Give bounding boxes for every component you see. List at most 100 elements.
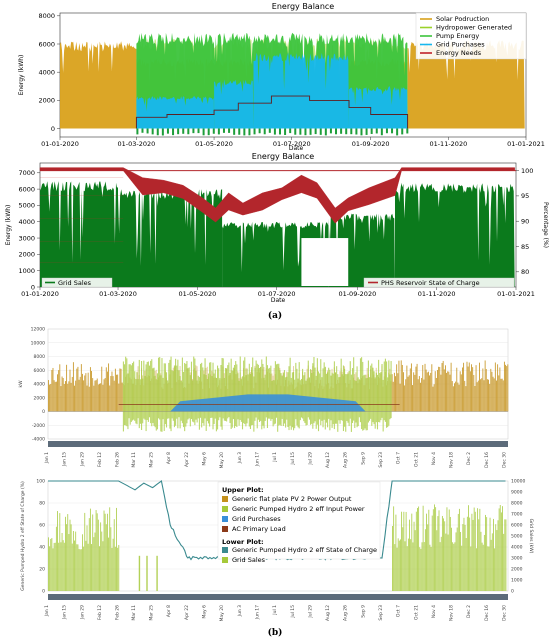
chart-3-scrollbar[interactable] <box>48 441 508 447</box>
x-tick-label: Jul 15 <box>290 605 296 619</box>
grid-sales-bar <box>426 513 427 591</box>
hydro-bar <box>177 359 179 412</box>
y-tick-label: 6000 <box>34 368 46 374</box>
hydro-bar-negative <box>178 411 180 418</box>
grid-sales-bar <box>419 547 421 591</box>
hydro-bar-negative <box>317 411 320 432</box>
grid-sales-bar <box>458 508 460 591</box>
pv-bar <box>54 381 56 412</box>
hydro-bar <box>345 374 347 412</box>
x-tick-label: Jul 1 <box>272 605 278 616</box>
hydro-bar-negative <box>379 411 381 423</box>
x-tick-label: Dec 30 <box>501 452 507 468</box>
y-tick-label: 60 <box>39 523 45 529</box>
hydro-bar <box>297 378 299 412</box>
hydro-bar-negative <box>135 411 137 424</box>
x-tick-label: Feb 12 <box>97 452 103 467</box>
chart-1-title: Energy Balance <box>272 2 335 11</box>
hydro-bar-negative <box>286 411 288 420</box>
hydro-bar-negative <box>330 411 332 421</box>
hydro-bar-negative <box>363 411 365 431</box>
hydro-bar-negative <box>287 411 289 427</box>
hydro-bar <box>215 377 217 412</box>
hydro-bar <box>219 378 221 412</box>
x-tick-label: Oct 21 <box>413 605 419 620</box>
hydro-bar <box>176 365 178 412</box>
pv-bar <box>492 376 494 412</box>
pump-bar <box>385 128 388 134</box>
hydro-bar <box>162 377 164 412</box>
pump-bar <box>177 128 180 135</box>
chart-4-scrollbar[interactable] <box>48 594 508 600</box>
hydro-bar <box>159 357 161 412</box>
hydro-bar <box>160 375 162 412</box>
hydro-bar-negative <box>387 411 389 428</box>
hydro-bar <box>264 374 266 412</box>
grid-sales-bar <box>103 510 105 591</box>
hydro-bar-negative <box>138 411 140 429</box>
grid-sales-bar <box>474 511 476 591</box>
hydro-bar <box>202 367 204 412</box>
pump-negative <box>136 128 409 136</box>
hydro-bar <box>152 368 154 412</box>
hydro-bar <box>265 356 267 412</box>
caption-a: (a) <box>268 310 282 321</box>
hydro-bar-negative <box>249 411 251 430</box>
hydro-bar <box>175 358 177 412</box>
x-tick-label: Dec 16 <box>484 452 490 468</box>
hydro-bar <box>224 368 227 412</box>
x-tick-label: Jan 29 <box>79 452 85 467</box>
pv-bar <box>507 364 509 412</box>
hydro-bar <box>194 358 196 412</box>
hydro-bar-negative <box>128 411 130 419</box>
grid-sales-bar <box>108 537 110 591</box>
hydro-bar <box>331 372 333 412</box>
pv-bar <box>101 366 103 412</box>
pump-bar <box>248 128 251 136</box>
hydro-bar <box>279 370 281 412</box>
hydro-bar <box>231 370 233 412</box>
hydro-bar-negative <box>359 411 362 423</box>
grid-sales-bar <box>421 542 423 591</box>
hydro-bar <box>321 377 323 412</box>
pv-bar <box>61 376 63 412</box>
x-tick-label: Dec 30 <box>501 605 507 621</box>
hydro-bar <box>142 378 144 412</box>
pv-bar <box>418 376 420 412</box>
pv-bar <box>406 365 408 412</box>
hydro-bar-negative <box>221 411 223 430</box>
hydro-bar-negative <box>260 411 262 421</box>
hydro-bar-negative <box>131 411 134 421</box>
y-tick-label: 100 <box>36 479 45 485</box>
hydro-bar <box>253 376 255 412</box>
hydro-bar <box>234 365 236 412</box>
pump-bar <box>233 128 236 135</box>
hydro-bar <box>195 370 197 412</box>
pv-bar <box>503 361 505 412</box>
pv-bar <box>422 365 424 412</box>
legend-entry: Grid Sales <box>232 556 266 564</box>
pv-bar <box>506 366 508 412</box>
grid-sales-bar <box>411 513 413 591</box>
hydro-bar <box>348 370 350 412</box>
hydro-bar-negative <box>227 411 229 419</box>
hydro-bar-negative <box>297 411 299 428</box>
pump-bar <box>319 128 322 135</box>
hydro-bar <box>239 356 241 412</box>
grid-sales-bar <box>443 518 444 591</box>
pv-bar <box>501 378 503 412</box>
hydro-bar-negative <box>206 411 208 422</box>
hydro-bar <box>163 363 165 412</box>
hydro-bar <box>358 379 360 412</box>
hydro-bar <box>230 358 232 412</box>
y2-tick-label: 5000 <box>511 534 523 540</box>
grid-sales-bar <box>498 508 500 591</box>
grid-sales-bar <box>453 543 455 591</box>
hydro-bar-negative <box>172 411 174 421</box>
legend-upper-title: Upper Plot: <box>222 486 264 494</box>
x-tick-label: Sep 9 <box>360 452 366 465</box>
x-tick-label: Aug 12 <box>325 452 331 468</box>
hydro-bar <box>367 360 369 412</box>
hydro-bar <box>127 373 129 412</box>
pump-bar <box>401 128 404 135</box>
